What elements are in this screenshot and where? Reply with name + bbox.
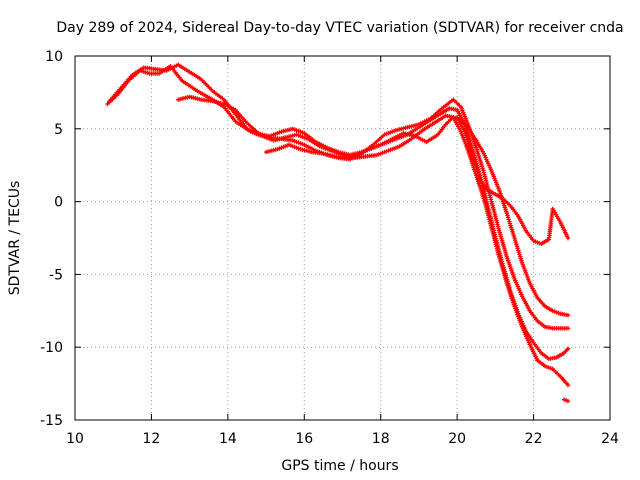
x-tick-label: 20 (448, 431, 466, 447)
x-axis-label: GPS time / hours (281, 458, 398, 474)
series-track-4 (263, 115, 571, 318)
x-tick-label: 12 (143, 431, 161, 447)
y-tick-label: -15 (40, 413, 63, 429)
series-line (108, 63, 569, 360)
data-series (105, 62, 571, 404)
series-line (177, 96, 569, 330)
y-tick-label: 10 (45, 49, 63, 65)
series-line (106, 65, 569, 386)
series-track-2 (107, 62, 571, 361)
y-tick-label: 0 (54, 195, 63, 211)
series-track-6 (561, 397, 571, 404)
y-axis-label: SDTVAR / TECUs (7, 181, 23, 296)
series-track-1 (105, 64, 571, 388)
chart-title: Day 289 of 2024, Sidereal Day-to-day VTE… (56, 20, 623, 36)
series-markers (263, 115, 571, 318)
y-tick-label: -5 (49, 267, 63, 283)
series-line (265, 116, 569, 317)
series-line (563, 398, 569, 402)
y-tick-label: 5 (54, 122, 63, 138)
x-tick-label: 24 (601, 431, 619, 447)
x-tick-label: 22 (525, 431, 543, 447)
plot-frame (74, 55, 611, 421)
x-tick-label: 18 (372, 431, 390, 447)
series-track-5 (454, 115, 571, 246)
series-line (456, 116, 569, 245)
y-tick-label: -10 (40, 340, 63, 356)
x-tick-label: 10 (66, 431, 84, 447)
axes: 10 12 14 16 18 20 22 24 -15 -10 -5 0 5 10 (40, 49, 619, 447)
x-tick-label: 16 (295, 431, 313, 447)
series-markers (105, 64, 571, 388)
series-markers (107, 62, 571, 361)
x-tick-label: 14 (219, 431, 237, 447)
